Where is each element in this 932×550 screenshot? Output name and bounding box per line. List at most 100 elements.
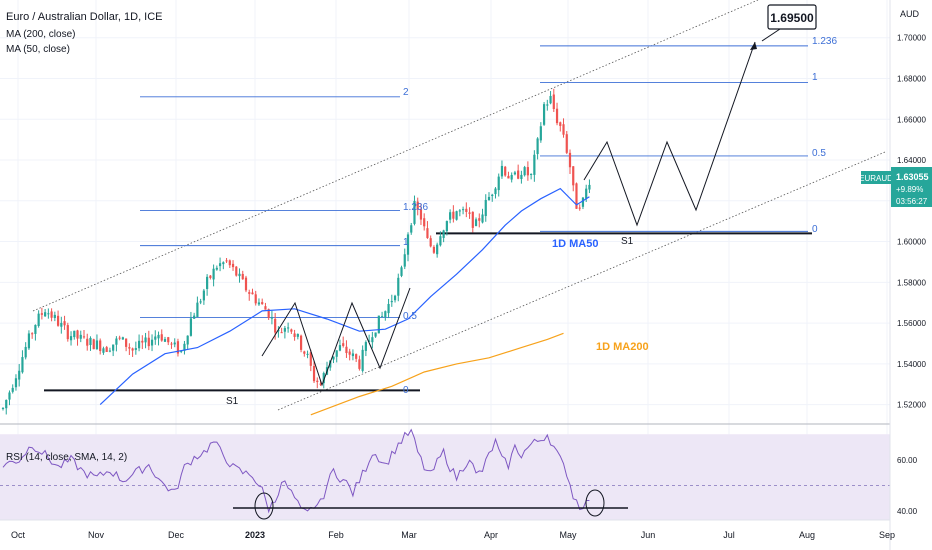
rsi-tick-label: 60.00 <box>897 456 918 465</box>
candle-body <box>118 337 121 339</box>
candle-body <box>14 378 18 388</box>
candle-body <box>458 210 461 212</box>
candle-body <box>293 333 296 337</box>
candle-body <box>572 166 575 186</box>
support-lines <box>44 232 812 392</box>
candle-body <box>8 392 11 400</box>
candle-body <box>517 170 520 179</box>
candle-body <box>445 221 448 232</box>
ticker-label: EURAUD <box>859 174 893 183</box>
change-percent: +9.89% <box>896 185 923 194</box>
candle-body <box>335 350 338 357</box>
candle-body <box>193 315 196 319</box>
candle-body <box>108 350 112 352</box>
candle-body <box>410 225 413 233</box>
time-tick-label: Jul <box>723 530 735 540</box>
candle-body <box>384 311 387 318</box>
candle-body <box>436 244 439 255</box>
candle-body <box>413 200 416 224</box>
candle-body <box>150 339 154 346</box>
ma200-legend[interactable]: MA (200, close) <box>6 29 75 40</box>
candle-body <box>500 165 504 177</box>
candle-body <box>222 262 225 265</box>
candle-body <box>530 173 533 175</box>
candle-body <box>264 306 267 310</box>
candle-body <box>180 350 183 352</box>
candle-body <box>144 337 147 343</box>
candle-body <box>89 337 92 346</box>
candle-body <box>86 338 89 346</box>
candle-body <box>212 268 215 280</box>
candle-body <box>338 345 342 351</box>
candle-body <box>160 334 163 341</box>
candle-body <box>419 209 423 220</box>
candle-body <box>578 207 581 209</box>
candle-body <box>491 194 494 197</box>
ma200-annotation: 1D MA200 <box>596 341 649 353</box>
candle-body <box>316 380 319 383</box>
candle-body <box>95 340 99 349</box>
candle-body <box>542 104 546 125</box>
candle-body <box>371 337 374 343</box>
price-tick-label: 1.56000 <box>897 319 926 328</box>
fib-label-0: 0 <box>403 385 409 396</box>
projection-arrowhead <box>750 42 757 50</box>
candle-body <box>306 353 309 355</box>
candle-body <box>261 302 264 305</box>
candle-body <box>442 230 445 238</box>
candle-body <box>287 327 290 329</box>
rsi-legend[interactable]: RSI (14, close, SMA, 14, 2) <box>6 452 127 463</box>
candle-body <box>121 337 124 340</box>
candle-body <box>468 212 471 214</box>
time-tick-label: Feb <box>328 530 344 540</box>
price-axis: 1.520001.540001.560001.580001.600001.620… <box>897 34 926 516</box>
candle-body <box>562 124 565 135</box>
candle-body <box>154 336 157 340</box>
time-axis: Oct Nov Dec 2023 Feb Mar Apr May Jun Jul Aug Sep <box>0 519 895 540</box>
candle-body <box>231 263 235 268</box>
candle-body <box>345 346 348 354</box>
candle-body <box>575 183 578 209</box>
fib-right-label-05: 0.5 <box>812 148 826 159</box>
candle-body <box>241 273 244 280</box>
candle-body <box>283 328 286 332</box>
ma50-legend[interactable]: MA (50, close) <box>6 44 70 55</box>
time-tick-label: Jun <box>641 530 656 540</box>
candle-body <box>189 318 193 336</box>
ma200-line <box>310 332 564 416</box>
time-tick-label: May <box>559 530 577 540</box>
candle-body <box>484 199 487 217</box>
candle-body <box>228 260 231 266</box>
last-price-tag[interactable]: EURAUD 1.63055 +9.89% 03:56:27 <box>859 167 932 207</box>
candle-body <box>322 373 325 384</box>
rsi-band <box>0 434 890 520</box>
candle-body <box>76 330 79 339</box>
candle-body <box>552 94 555 109</box>
zigzag-projection <box>583 41 756 227</box>
candle-body <box>364 342 367 351</box>
candle-body <box>199 301 202 303</box>
candle-body <box>99 340 102 351</box>
candle-body <box>329 360 332 368</box>
currency-label: AUD <box>900 9 920 19</box>
candle-body <box>416 201 419 210</box>
candle-body <box>403 254 406 267</box>
target-box <box>767 4 817 30</box>
price-tick-label: 1.54000 <box>897 360 926 369</box>
candle-body <box>280 332 283 334</box>
candle-body <box>157 334 160 339</box>
candle-body <box>585 188 588 199</box>
candle-body <box>342 343 345 346</box>
candle-body <box>426 228 429 239</box>
price-tick-label: 1.66000 <box>897 115 926 124</box>
candle-body <box>147 337 150 347</box>
zigzag-left <box>261 287 411 387</box>
candle-body <box>173 342 176 345</box>
candle-body <box>400 267 403 276</box>
candle-body <box>565 134 568 153</box>
candle-body <box>73 330 76 338</box>
candle-body <box>581 197 585 207</box>
rsi-panel <box>2 428 628 520</box>
